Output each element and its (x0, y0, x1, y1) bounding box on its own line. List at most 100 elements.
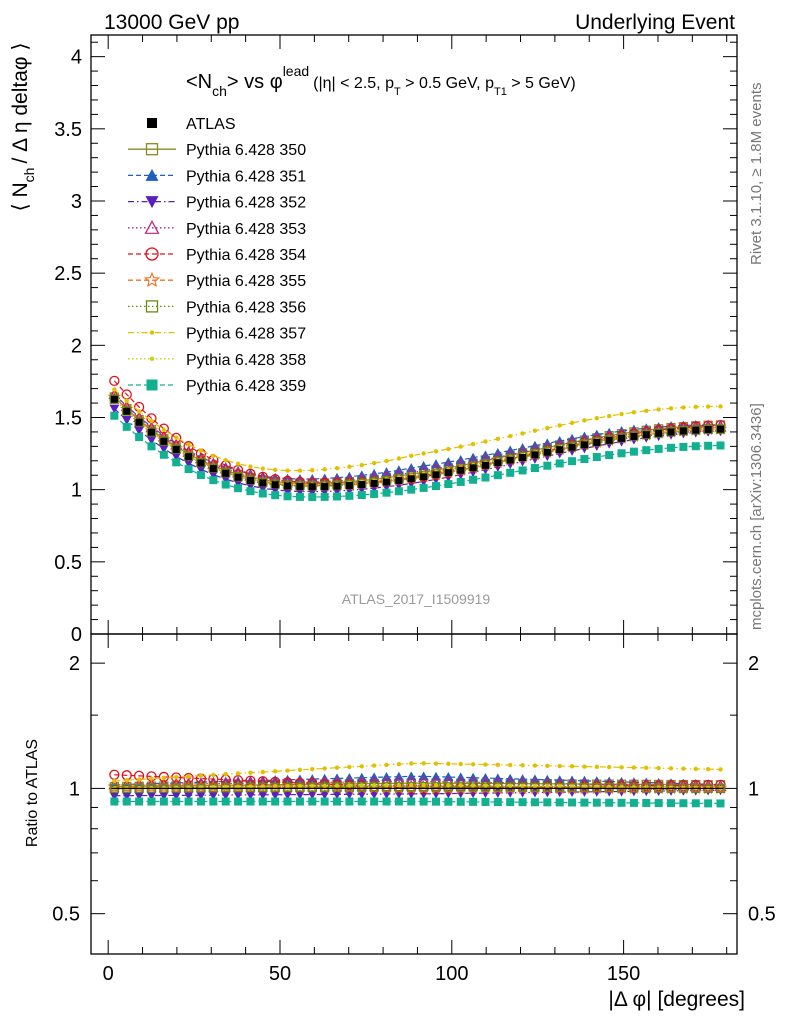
ratio-series-marker (716, 799, 725, 808)
legend-label: Pythia 6.428 356 (186, 299, 306, 316)
series-marker (605, 451, 614, 460)
ratio-series-marker (146, 791, 157, 801)
ratio-series-marker (606, 764, 612, 770)
reference-marker (568, 443, 576, 451)
series-marker (691, 442, 700, 451)
ratio-series-marker (147, 797, 156, 806)
ratio-series-marker (557, 784, 562, 789)
series-marker (211, 453, 216, 458)
series-marker (110, 411, 119, 420)
reference-marker (630, 432, 638, 440)
ratio-series-marker (183, 791, 194, 801)
ratio-series-marker (545, 784, 550, 789)
ratio-series-marker (282, 790, 293, 800)
legend-entry-351: Pythia 6.428 351 (128, 168, 306, 185)
series-marker (112, 387, 117, 392)
legend-entry-350: Pythia 6.428 350 (128, 142, 306, 159)
series-marker (196, 471, 205, 480)
ratio-series-marker (681, 766, 686, 771)
reference-marker (147, 428, 155, 436)
ratio-series-marker (506, 798, 515, 807)
reference-marker (358, 481, 366, 489)
ratio-series-marker (421, 761, 426, 766)
series-line (113, 394, 721, 483)
ratio-series-marker (295, 782, 305, 792)
reference-marker (160, 437, 168, 445)
ratio-series-marker (705, 766, 711, 772)
legend-label: Pythia 6.428 352 (186, 195, 306, 212)
legend-entry-356: Pythia 6.428 356 (128, 299, 306, 316)
series-marker (146, 436, 157, 446)
legend-label: Pythia 6.428 357 (186, 326, 306, 343)
series-marker (134, 426, 145, 436)
ratio-tick-label: 1 (69, 778, 80, 800)
reference-marker (642, 431, 650, 439)
ratio-series-marker (493, 798, 502, 807)
ratio-series-marker (283, 797, 292, 806)
ratio-series-marker (493, 782, 503, 792)
ratio-series-marker (211, 772, 216, 778)
x-tick-label: 50 (269, 963, 291, 985)
series-marker (606, 413, 612, 419)
series-marker (582, 418, 587, 423)
ratio-series-marker (545, 763, 550, 769)
series-marker (186, 442, 191, 447)
ratio-series-marker (458, 761, 463, 767)
series-marker (545, 425, 550, 431)
ratio-series-marker (297, 767, 303, 773)
series-marker (209, 476, 218, 485)
series-marker (446, 446, 451, 452)
ratio-series-marker (135, 797, 144, 806)
ratio-series-marker (456, 782, 466, 792)
series-marker (283, 492, 292, 501)
ratio-series-marker (272, 769, 278, 774)
ratio-series-marker (530, 798, 539, 807)
series-marker (619, 411, 624, 417)
series-marker (629, 447, 638, 456)
ratio-series-marker (332, 782, 342, 792)
reference-marker (444, 469, 452, 477)
series-marker (644, 408, 649, 413)
mcplots-label: mcplots.cern.ch [arXiv:1306.3436] (748, 403, 765, 630)
ratio-series-marker (604, 783, 614, 793)
series-marker (271, 491, 280, 500)
series-marker (703, 424, 713, 435)
ratio-series-marker (112, 778, 117, 784)
series-marker (419, 483, 428, 492)
legend-entry-353: Pythia 6.428 353 (128, 220, 306, 238)
ratio-series-marker (394, 782, 404, 792)
y-axis-title-main: ⟨ Nch/ Δ η deltaφ ⟩ (9, 42, 37, 211)
series-marker (297, 468, 303, 473)
ratio-series-marker (310, 783, 315, 789)
reference-marker (370, 479, 378, 487)
ratio-series-marker (480, 782, 491, 792)
reference-marker (556, 446, 564, 454)
y-tick-label: 2 (71, 335, 82, 357)
series-marker (678, 426, 689, 436)
legend-marker (145, 168, 159, 181)
series-marker (171, 452, 182, 462)
ratio-series-marker (121, 791, 132, 801)
reference-marker (296, 483, 304, 491)
series-marker (248, 464, 253, 469)
series-marker (654, 444, 663, 453)
ratio-series-marker (567, 782, 577, 793)
ratio-series-marker (508, 783, 513, 789)
reference-marker (593, 438, 601, 446)
ratio-series-marker (109, 791, 120, 801)
series-marker (594, 415, 600, 421)
ratio-series-marker (629, 798, 638, 807)
reference-marker (457, 466, 465, 474)
legend-label: Pythia 6.428 358 (186, 352, 306, 369)
ratio-series-marker (347, 783, 352, 788)
series-marker (705, 404, 711, 409)
series-marker (223, 457, 228, 463)
ratio-series-marker (592, 798, 601, 807)
ratio-series-marker (679, 799, 688, 808)
series-marker (481, 473, 490, 482)
ratio-series-marker (654, 799, 663, 808)
ratio-series-marker (483, 783, 488, 788)
ratio-series-marker (642, 798, 651, 807)
legend-entry-358: Pythia 6.428 358 (128, 352, 306, 369)
ratio-series-marker (161, 775, 167, 781)
